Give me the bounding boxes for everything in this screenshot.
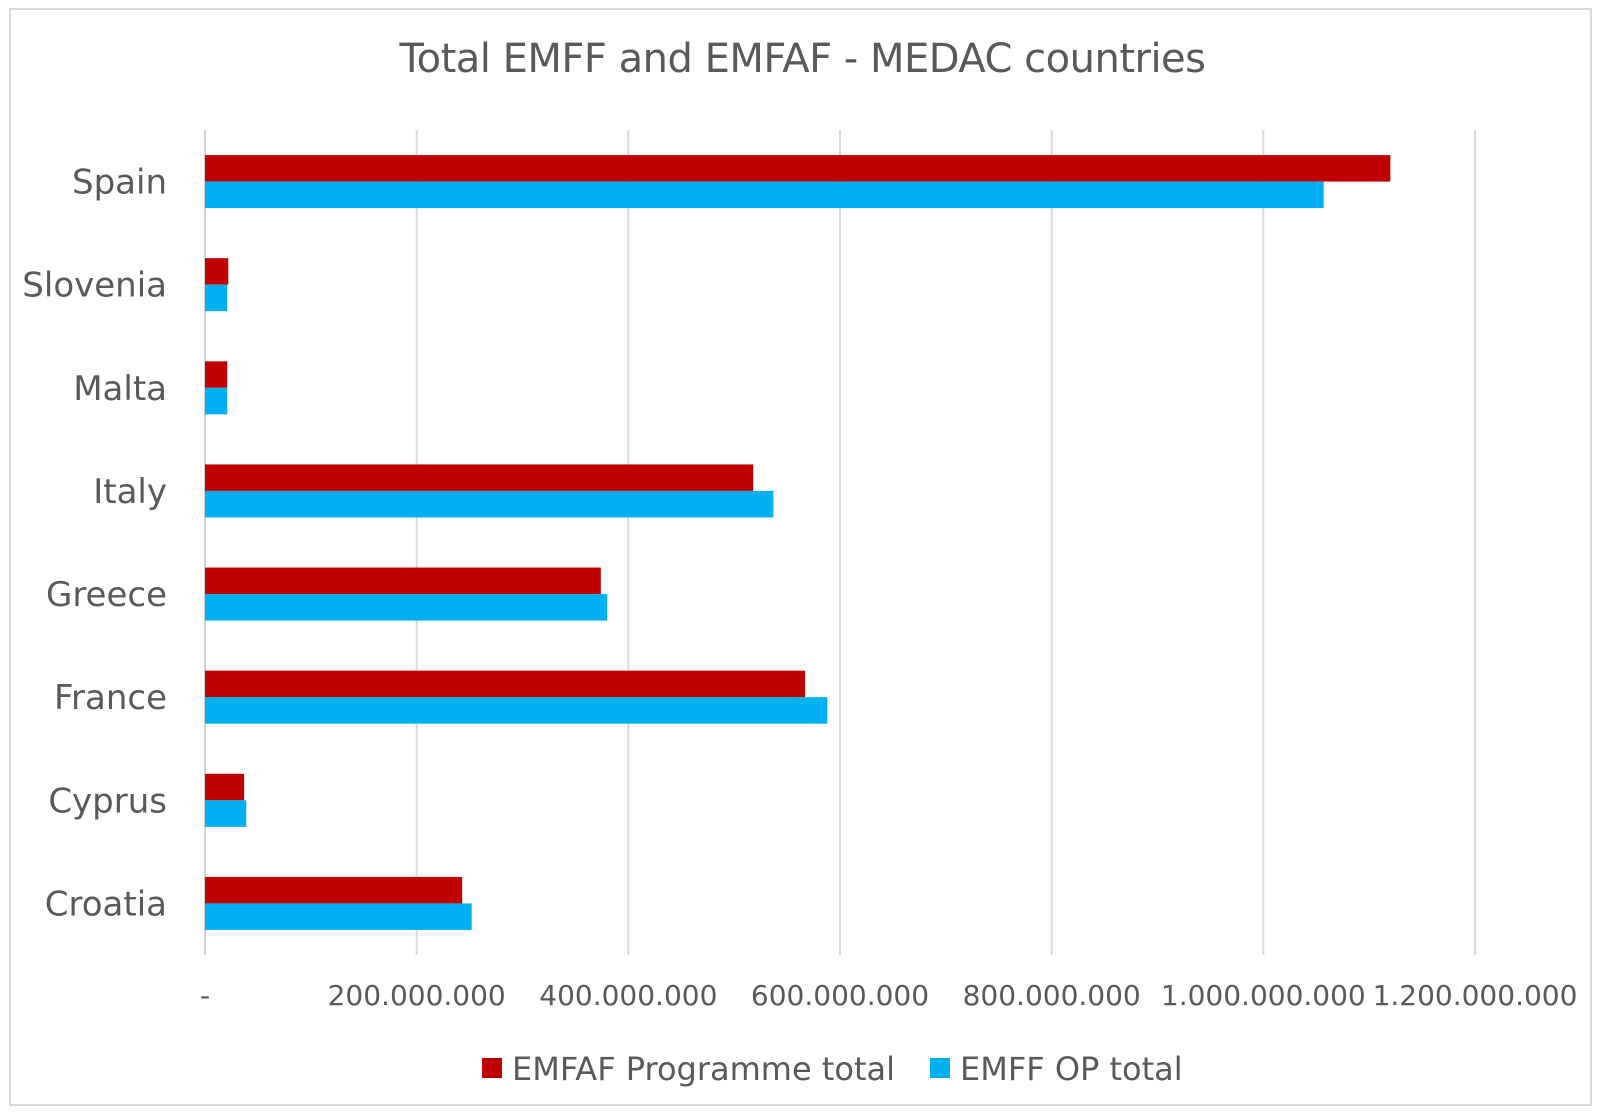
bar-malta-emff <box>205 387 228 415</box>
legend-label: EMFAF Programme total <box>512 1050 895 1088</box>
legend: EMFAF Programme total EMFF OP total <box>482 1050 1183 1088</box>
bar-greece-emfaf <box>205 567 601 595</box>
category-label: Croatia <box>45 884 167 924</box>
category-label: Italy <box>93 472 167 512</box>
bar-france-emff <box>205 697 828 724</box>
category-label: France <box>54 678 167 718</box>
x-tick-label: 400.000.000 <box>539 979 717 1012</box>
category-labels: Croatia Cyprus France Greece Italy Malta Slove… <box>22 163 167 925</box>
bars <box>205 155 1391 930</box>
bar-croatia-emfaf <box>205 876 463 904</box>
legend-swatch <box>930 1058 950 1078</box>
bar-croatia-emff <box>205 903 472 930</box>
bar-italy-emfaf <box>205 464 754 491</box>
x-tick-label: - <box>200 979 210 1012</box>
category-label: Cyprus <box>48 781 167 821</box>
legend-label: EMFF OP total <box>960 1050 1183 1088</box>
bar-cyprus-emff <box>205 800 247 827</box>
legend-swatch <box>482 1058 502 1078</box>
bar-slovenia-emff <box>205 284 228 312</box>
x-tick-label: 1.200.000.000 <box>1373 979 1578 1012</box>
category-label: Malta <box>73 369 167 409</box>
gridlines <box>204 130 1476 955</box>
bar-france-emfaf <box>205 670 806 698</box>
bar-cyprus-emfaf <box>205 773 245 801</box>
bar-spain-emfaf <box>205 155 1391 182</box>
bar-greece-emff <box>205 594 608 621</box>
category-label: Spain <box>72 163 167 203</box>
x-tick-label: 600.000.000 <box>751 979 929 1012</box>
x-tick-label: 200.000.000 <box>328 979 506 1012</box>
bar-spain-emff <box>205 181 1324 209</box>
bar-italy-emff <box>205 490 774 518</box>
category-label: Slovenia <box>22 266 167 306</box>
x-tick-label: 800.000.000 <box>963 979 1141 1012</box>
bar-malta-emfaf <box>205 361 228 388</box>
bar-slovenia-emfaf <box>205 258 229 285</box>
x-tick-label: 1.000.000.000 <box>1161 979 1366 1012</box>
x-axis-tick-labels: - 200.000.000 400.000.000 600.000.000 800.00… <box>200 979 1577 1012</box>
chart-title: Total EMFF and EMFAF - MEDAC countries <box>399 36 1206 82</box>
category-label: Greece <box>46 575 167 615</box>
